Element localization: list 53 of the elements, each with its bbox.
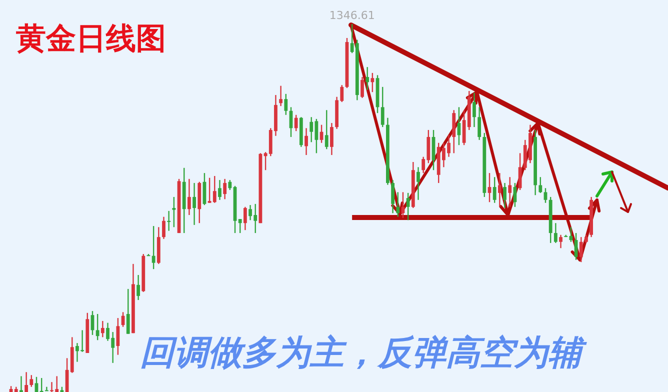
candlestick [508,176,512,208]
candlestick [279,85,283,107]
candlestick [366,66,370,90]
candlestick [187,178,191,216]
candlestick [391,179,394,214]
annotation: 回调做多为主，反弹高空为辅 [140,333,587,373]
candlestick [34,376,38,392]
candlestick [478,106,482,141]
candlestick [559,234,562,249]
candlestick [167,210,171,232]
candlestick [20,376,23,392]
candlestick [136,274,140,301]
candlestick [324,110,328,150]
candlestick [304,128,308,156]
candlestick [44,386,48,392]
candlestick [284,93,288,116]
candlestick [218,179,222,201]
candlestick [370,72,374,93]
candlestick [396,192,400,218]
candlestick [498,172,502,208]
candlestick [416,166,420,201]
candlestick [488,172,492,203]
candlestick [360,76,364,99]
candlestick [380,86,384,128]
chart-title: 黄金日线图 [16,22,166,56]
candlestick [406,192,410,221]
candlestick [172,196,176,228]
candlestick [452,110,456,154]
candlestick [579,236,583,263]
candlestick [40,377,44,392]
candlestick [330,122,334,156]
candlestick [238,218,242,234]
candlestick [152,225,156,270]
candlestick [126,288,130,334]
annotation: 1346.61 [329,9,375,22]
candlestick [228,179,232,191]
candlestick [100,320,104,338]
candlestick [192,182,196,226]
candlestick [264,151,268,171]
candlestick [554,222,558,244]
candlestick [544,188,548,204]
candlestick [294,114,298,132]
candlestick [24,372,28,392]
candlestick [243,206,247,231]
candlestick [503,182,506,209]
candlestick [30,374,34,388]
candlestick [538,176,542,194]
candlestick [492,176,496,204]
candlestick [472,92,476,128]
candlestick [96,313,100,341]
candlestick [162,216,166,240]
candlestick [116,317,120,356]
candlestick [223,178,227,200]
